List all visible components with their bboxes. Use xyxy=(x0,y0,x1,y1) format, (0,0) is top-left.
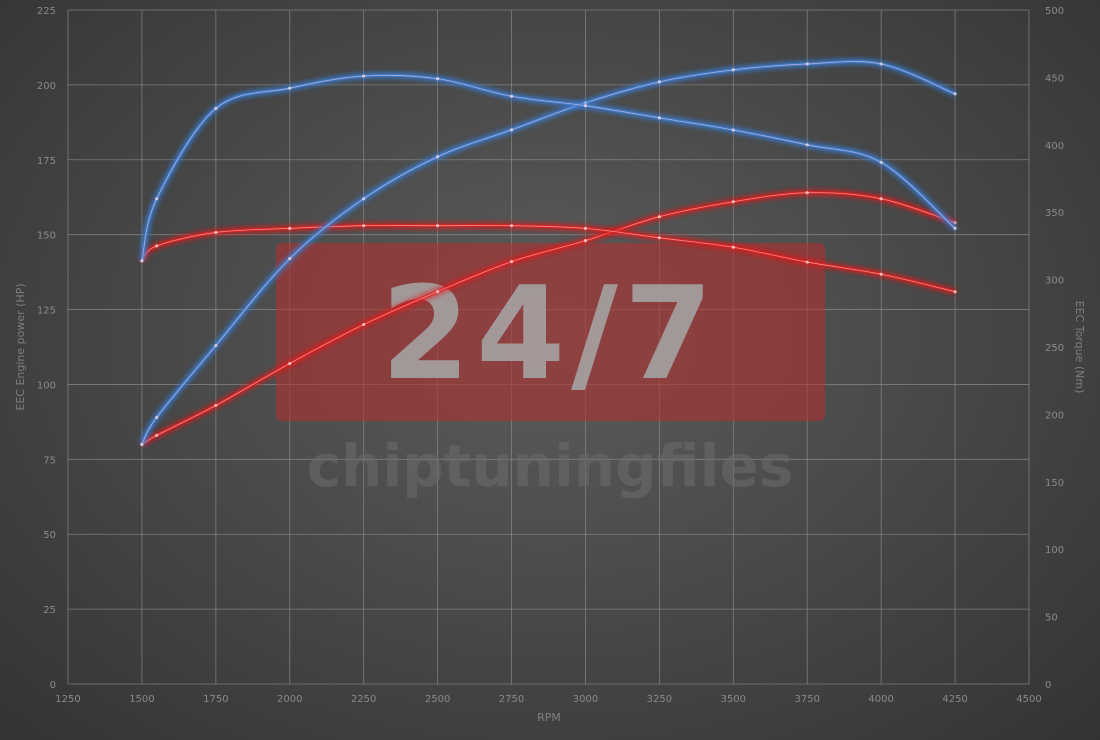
watermark-big: 24/7 xyxy=(381,260,719,409)
x-tick-label: 4000 xyxy=(868,694,893,705)
x-tick-label: 4500 xyxy=(1016,694,1041,705)
data-point xyxy=(953,226,957,230)
data-point xyxy=(288,226,292,230)
data-point xyxy=(214,230,218,235)
x-tick-label: 3250 xyxy=(647,694,672,705)
data-point xyxy=(805,191,809,195)
data-point xyxy=(214,343,218,348)
y-right-tick-label: 450 xyxy=(1045,73,1064,84)
data-point xyxy=(509,94,514,98)
data-point xyxy=(140,442,144,446)
data-point xyxy=(953,221,957,225)
data-point xyxy=(509,260,514,264)
y-right-tick-label: 150 xyxy=(1045,478,1064,489)
data-point xyxy=(879,62,883,66)
y-left-tick-label: 125 xyxy=(37,306,56,317)
x-tick-label: 3750 xyxy=(795,694,820,705)
data-point xyxy=(155,197,159,201)
data-point xyxy=(657,80,661,84)
data-point xyxy=(288,86,292,90)
y-right-tick-label: 350 xyxy=(1045,208,1064,219)
y-right-axis-label: EEC Torque (Nm) xyxy=(1073,301,1086,394)
y-right-tick-label: 250 xyxy=(1045,343,1064,354)
y-left-tick-label: 50 xyxy=(43,530,56,541)
x-tick-label: 1500 xyxy=(129,694,154,705)
x-tick-label: 1250 xyxy=(55,694,80,705)
grid xyxy=(67,9,1030,685)
data-point xyxy=(953,290,957,294)
data-point xyxy=(657,116,661,120)
data-point xyxy=(805,143,809,147)
data-point xyxy=(214,106,218,111)
x-tick-label: 1750 xyxy=(203,694,228,705)
data-point xyxy=(805,260,809,264)
y-left-tick-label: 200 xyxy=(37,81,56,92)
series-core-3 xyxy=(141,74,956,261)
y-left-tick-label: 150 xyxy=(37,231,56,242)
data-point xyxy=(509,224,514,228)
y-left-tick-label: 100 xyxy=(37,380,56,391)
data-point xyxy=(362,74,366,78)
data-point xyxy=(879,272,883,276)
x-tick-label: 3500 xyxy=(721,694,746,705)
x-tick-label: 2750 xyxy=(499,694,524,705)
data-point xyxy=(731,200,735,204)
data-point xyxy=(155,415,159,419)
data-point xyxy=(288,257,292,261)
x-axis-label: RPM xyxy=(537,711,561,724)
data-point xyxy=(731,128,735,132)
data-point xyxy=(288,361,292,366)
data-point xyxy=(879,160,883,164)
data-point xyxy=(436,224,440,228)
data-point xyxy=(583,226,588,230)
x-tick-label: 4250 xyxy=(942,694,967,705)
y-left-axis-label: EEC Engine power (HP) xyxy=(14,283,27,410)
data-point xyxy=(140,259,144,263)
data-point xyxy=(583,104,588,108)
y-right-tick-label: 200 xyxy=(1045,410,1064,421)
x-tick-label: 3000 xyxy=(573,694,598,705)
y-left-tick-label: 0 xyxy=(50,680,56,691)
data-point xyxy=(583,101,588,105)
y-right-tick-label: 300 xyxy=(1045,276,1064,287)
data-point xyxy=(583,239,588,243)
y-right-tick-label: 100 xyxy=(1045,545,1064,556)
data-point xyxy=(362,197,366,201)
x-tick-label: 2000 xyxy=(277,694,302,705)
data-point xyxy=(436,155,440,159)
data-point xyxy=(509,128,514,132)
data-point xyxy=(657,215,661,219)
data-point xyxy=(155,244,159,248)
watermark: 24/7 chiptuningfiles xyxy=(276,243,825,500)
y-left-tick-label: 175 xyxy=(37,156,56,167)
data-point xyxy=(362,224,366,228)
data-point xyxy=(731,68,735,72)
data-point xyxy=(731,245,735,249)
data-point xyxy=(362,322,366,327)
watermark-box xyxy=(276,243,825,421)
y-right-tick-label: 500 xyxy=(1045,6,1064,17)
y-right-tick-label: 400 xyxy=(1045,141,1064,152)
watermark-small: chiptuningfiles xyxy=(307,432,794,500)
y-left-tick-label: 75 xyxy=(43,455,56,466)
data-point xyxy=(953,92,957,96)
y-left-tick-label: 25 xyxy=(43,605,56,616)
data-point xyxy=(879,197,883,201)
data-point xyxy=(214,403,218,408)
y-right-tick-label: 50 xyxy=(1045,613,1058,624)
x-tick-label: 2250 xyxy=(351,694,376,705)
y-right-tick-label: 0 xyxy=(1045,680,1051,691)
y-left-tick-label: 225 xyxy=(37,6,56,17)
data-point xyxy=(155,433,159,437)
series-line-3 xyxy=(140,73,957,262)
x-tick-label: 2500 xyxy=(425,694,450,705)
data-point xyxy=(436,77,440,81)
data-point xyxy=(436,289,440,294)
data-point xyxy=(657,236,661,240)
data-point xyxy=(805,62,809,66)
